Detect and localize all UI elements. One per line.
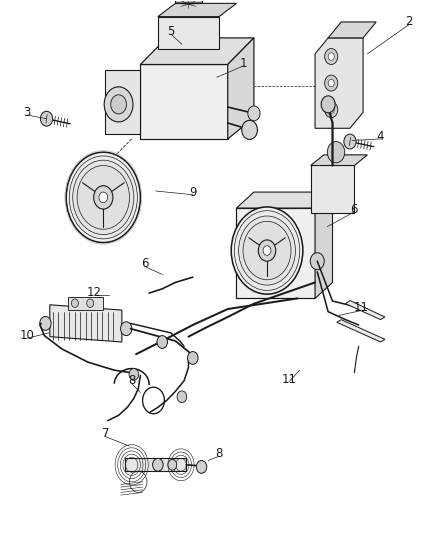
Text: 11: 11 [281, 373, 297, 386]
Circle shape [325, 102, 338, 118]
Circle shape [231, 207, 303, 294]
Circle shape [99, 192, 108, 203]
Polygon shape [175, 0, 201, 3]
Circle shape [196, 461, 207, 473]
Circle shape [157, 336, 167, 349]
Text: 6: 6 [141, 257, 148, 270]
Circle shape [87, 299, 94, 308]
Polygon shape [315, 192, 332, 298]
Text: 3: 3 [23, 106, 31, 119]
Circle shape [248, 106, 260, 121]
Polygon shape [237, 192, 332, 208]
Text: 8: 8 [215, 447, 223, 460]
Circle shape [321, 96, 335, 113]
Circle shape [69, 156, 138, 239]
Circle shape [77, 165, 130, 229]
Circle shape [243, 221, 291, 280]
Circle shape [325, 49, 338, 64]
Polygon shape [315, 38, 363, 128]
Circle shape [239, 216, 295, 285]
Circle shape [66, 152, 141, 243]
Circle shape [129, 368, 139, 380]
Text: 9: 9 [189, 185, 197, 199]
Polygon shape [346, 301, 385, 320]
Polygon shape [141, 64, 228, 139]
Text: 2: 2 [405, 15, 413, 28]
Polygon shape [125, 458, 186, 471]
Polygon shape [106, 70, 141, 134]
Circle shape [152, 458, 163, 471]
Circle shape [310, 253, 324, 270]
Polygon shape [50, 305, 122, 342]
Circle shape [328, 53, 334, 60]
Circle shape [73, 160, 134, 235]
Polygon shape [68, 297, 103, 310]
Circle shape [40, 317, 51, 330]
Polygon shape [141, 38, 254, 64]
Polygon shape [337, 320, 385, 342]
Polygon shape [158, 17, 219, 49]
Circle shape [344, 134, 356, 149]
Circle shape [168, 459, 177, 470]
Circle shape [328, 106, 334, 114]
Circle shape [328, 79, 334, 87]
Text: 11: 11 [353, 302, 368, 314]
Circle shape [187, 352, 198, 365]
Circle shape [258, 240, 276, 261]
Polygon shape [328, 22, 376, 38]
Circle shape [234, 211, 300, 290]
Text: 1: 1 [239, 57, 247, 70]
Polygon shape [228, 38, 254, 139]
Text: 5: 5 [167, 25, 175, 38]
Text: 4: 4 [377, 130, 384, 143]
Circle shape [111, 95, 127, 114]
Polygon shape [237, 208, 315, 298]
Circle shape [71, 299, 78, 308]
Circle shape [242, 120, 258, 140]
Circle shape [94, 185, 113, 209]
Circle shape [104, 87, 133, 122]
Text: 7: 7 [102, 427, 109, 440]
Circle shape [114, 102, 123, 112]
Circle shape [120, 322, 132, 336]
Polygon shape [158, 3, 237, 17]
Circle shape [327, 142, 345, 163]
Circle shape [40, 111, 53, 126]
Text: 10: 10 [19, 329, 34, 342]
Polygon shape [311, 155, 367, 165]
Circle shape [177, 391, 187, 402]
Text: 8: 8 [128, 374, 135, 387]
Circle shape [325, 75, 338, 91]
Text: 6: 6 [350, 203, 358, 215]
Circle shape [110, 96, 127, 118]
Polygon shape [311, 165, 354, 213]
Text: 12: 12 [87, 286, 102, 298]
Circle shape [263, 246, 271, 255]
